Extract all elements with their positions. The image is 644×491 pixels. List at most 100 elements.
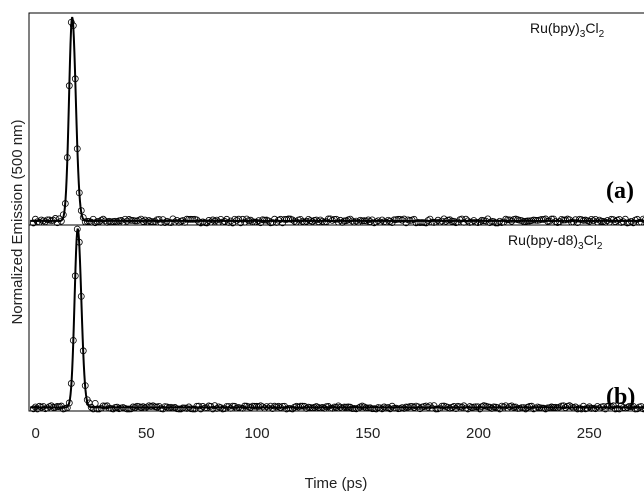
data-point [641, 405, 644, 412]
data-point [91, 399, 99, 407]
x-tick-label: 0 [31, 425, 39, 442]
panel-a: Ru(bpy)3Cl2 (a) [28, 12, 644, 227]
panel-b-marks [30, 225, 644, 413]
x-tick-label: 150 [355, 425, 380, 442]
data-point [73, 225, 81, 233]
data-point [247, 216, 255, 224]
data-point [340, 217, 348, 225]
data-point [261, 216, 269, 224]
data-point [127, 405, 135, 413]
data-point [641, 216, 644, 224]
data-point [137, 215, 145, 223]
data-point [422, 402, 430, 410]
data-point [426, 402, 434, 410]
data-point [69, 336, 77, 344]
panel-a-compound-mid: Cl [585, 20, 598, 36]
data-point [189, 215, 197, 223]
data-point [462, 215, 470, 223]
panel-b-compound-label: Ru(bpy-d8)3Cl2 [508, 232, 603, 252]
data-point [637, 403, 644, 410]
data-point [65, 82, 73, 90]
data-point [269, 405, 276, 413]
data-point [592, 405, 599, 413]
data-point [75, 238, 83, 246]
data-point [77, 292, 85, 300]
data-point [97, 404, 105, 412]
data-point [185, 403, 193, 411]
data-point [458, 403, 466, 411]
x-axis: 0 50 100 150 200 250 [31, 220, 602, 442]
fit-curve [30, 228, 644, 409]
data-point [73, 145, 81, 153]
data-point [63, 154, 71, 161]
data-point [588, 405, 595, 412]
data-point [490, 403, 498, 411]
data-point [231, 215, 239, 223]
data-point [388, 402, 396, 410]
x-axis-title: Time (ps) [305, 475, 368, 491]
x-tick-label: 200 [466, 425, 491, 442]
fit-curve [30, 16, 644, 222]
panel-b: Ru(bpy-d8)3Cl2 (b) [28, 224, 644, 413]
panel-a-tag: (a) [606, 178, 634, 204]
data-point [588, 216, 595, 223]
data-point [418, 219, 426, 226]
data-point [446, 216, 454, 224]
x-tick-label: 100 [245, 425, 270, 442]
data-point [416, 405, 424, 413]
data-point [592, 215, 599, 223]
panel-a-compound-label: Ru(bpy)3Cl2 [530, 20, 605, 40]
panel-a-compound-sub1: 3 [580, 29, 586, 40]
panel-a-frame [28, 12, 644, 226]
data-point [265, 404, 272, 412]
data-point [53, 219, 61, 227]
data-point [69, 22, 77, 30]
data-point [237, 219, 245, 227]
data-point [63, 404, 71, 412]
data-point [71, 75, 79, 83]
data-point [400, 405, 408, 412]
data-point [572, 403, 579, 411]
data-point [285, 215, 292, 223]
data-point [187, 405, 195, 413]
data-point [631, 405, 639, 413]
panel-a-marks [30, 16, 644, 227]
data-point [57, 217, 65, 225]
data-point [75, 189, 83, 197]
data-point [81, 382, 89, 390]
data-point [476, 405, 484, 413]
panel-b-frame [28, 224, 644, 412]
x-tick-label: 250 [577, 425, 602, 442]
data-point [279, 219, 286, 227]
data-point [30, 405, 37, 413]
data-point [496, 217, 504, 225]
data-point [71, 272, 79, 280]
data-point [627, 217, 635, 225]
data-point [55, 215, 63, 223]
data-point [131, 217, 139, 225]
data-point [243, 215, 251, 223]
data-point [209, 405, 217, 413]
data-point [51, 215, 59, 222]
data-point [79, 347, 87, 355]
x-tick-label: 50 [138, 425, 155, 442]
data-point [297, 402, 304, 410]
data-point [316, 216, 324, 224]
data-point [123, 405, 131, 413]
data-point [89, 215, 97, 223]
data-point [548, 215, 555, 223]
data-point [237, 404, 245, 412]
data-point [265, 217, 272, 225]
data-point [83, 218, 91, 225]
data-point [65, 399, 73, 407]
data-point [328, 404, 336, 412]
data-point [167, 219, 175, 227]
data-point [67, 18, 75, 26]
panel-b-compound-mid: Cl [584, 232, 597, 248]
panel-b-compound-sub1: 3 [578, 241, 584, 252]
data-point [261, 404, 269, 412]
data-point [432, 405, 440, 413]
data-point [464, 405, 472, 413]
data-point [77, 207, 85, 214]
